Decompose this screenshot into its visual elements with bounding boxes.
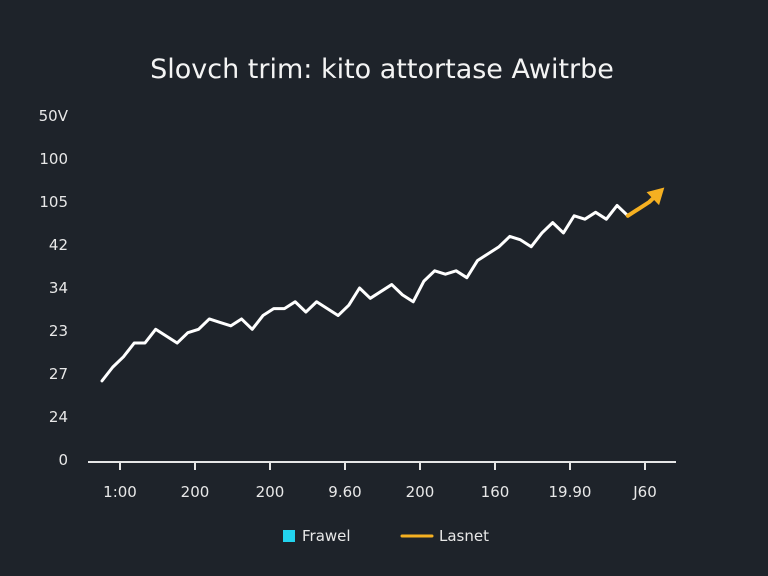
x-tick-label: 1:00 [103, 483, 137, 501]
y-tick-label: 23 [49, 322, 68, 340]
y-tick-label: 0 [58, 451, 68, 469]
series-line [100, 203, 630, 383]
x-tick-label: 160 [481, 483, 510, 501]
legend: Frawel Lasnet [283, 527, 489, 545]
x-tick-label: 200 [256, 483, 285, 501]
y-tick-label: 50V [39, 107, 69, 125]
x-tick-label: 19.90 [549, 483, 592, 501]
y-tick-label: 100 [39, 150, 68, 168]
y-tick-labels: 0 24 27 23 34 42 105 100 50V [39, 107, 69, 469]
series-arrow-head [646, 187, 665, 206]
x-tick-label: 200 [181, 483, 210, 501]
x-tick-label: J60 [632, 483, 657, 501]
x-tick-labels: 1:00 200 200 9.60 200 160 19.90 J60 [103, 462, 657, 501]
x-tick-label: 9.60 [328, 483, 361, 501]
legend-label-lasnet: Lasnet [439, 527, 489, 545]
legend-label-frawel: Frawel [302, 527, 351, 545]
y-tick-label: 24 [49, 408, 68, 426]
y-tick-label: 27 [49, 365, 68, 383]
y-tick-label: 34 [49, 279, 68, 297]
y-tick-label: 42 [49, 236, 68, 254]
y-tick-label: 105 [39, 193, 68, 211]
x-tick-label: 200 [406, 483, 435, 501]
chart-title: Slovch trim: kito attortase Awitrbe [150, 54, 614, 85]
legend-marker-frawel [283, 530, 295, 542]
series-layer [100, 187, 665, 383]
